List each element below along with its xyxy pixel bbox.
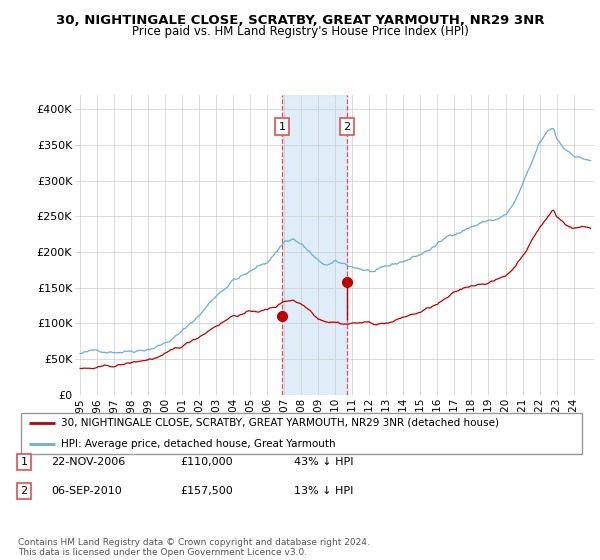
Text: Price paid vs. HM Land Registry's House Price Index (HPI): Price paid vs. HM Land Registry's House … [131, 25, 469, 38]
Text: 2: 2 [343, 122, 350, 132]
Text: 06-SEP-2010: 06-SEP-2010 [51, 486, 122, 496]
Text: Contains HM Land Registry data © Crown copyright and database right 2024.
This d: Contains HM Land Registry data © Crown c… [18, 538, 370, 557]
Bar [282, 95, 347, 395]
FancyBboxPatch shape [21, 413, 582, 454]
Text: 1: 1 [279, 122, 286, 132]
Text: HPI: Average price, detached house, Great Yarmouth: HPI: Average price, detached house, Grea… [61, 439, 335, 449]
Text: 30, NIGHTINGALE CLOSE, SCRATBY, GREAT YARMOUTH, NR29 3NR (detached house): 30, NIGHTINGALE CLOSE, SCRATBY, GREAT YA… [61, 418, 499, 428]
Text: 2: 2 [20, 486, 28, 496]
Text: 22-NOV-2006: 22-NOV-2006 [51, 457, 125, 467]
Text: £157,500: £157,500 [180, 486, 233, 496]
Text: 1: 1 [20, 457, 28, 467]
Text: 30, NIGHTINGALE CLOSE, SCRATBY, GREAT YARMOUTH, NR29 3NR: 30, NIGHTINGALE CLOSE, SCRATBY, GREAT YA… [56, 14, 544, 27]
Text: 13% ↓ HPI: 13% ↓ HPI [294, 486, 353, 496]
Text: £110,000: £110,000 [180, 457, 233, 467]
Text: 43% ↓ HPI: 43% ↓ HPI [294, 457, 353, 467]
